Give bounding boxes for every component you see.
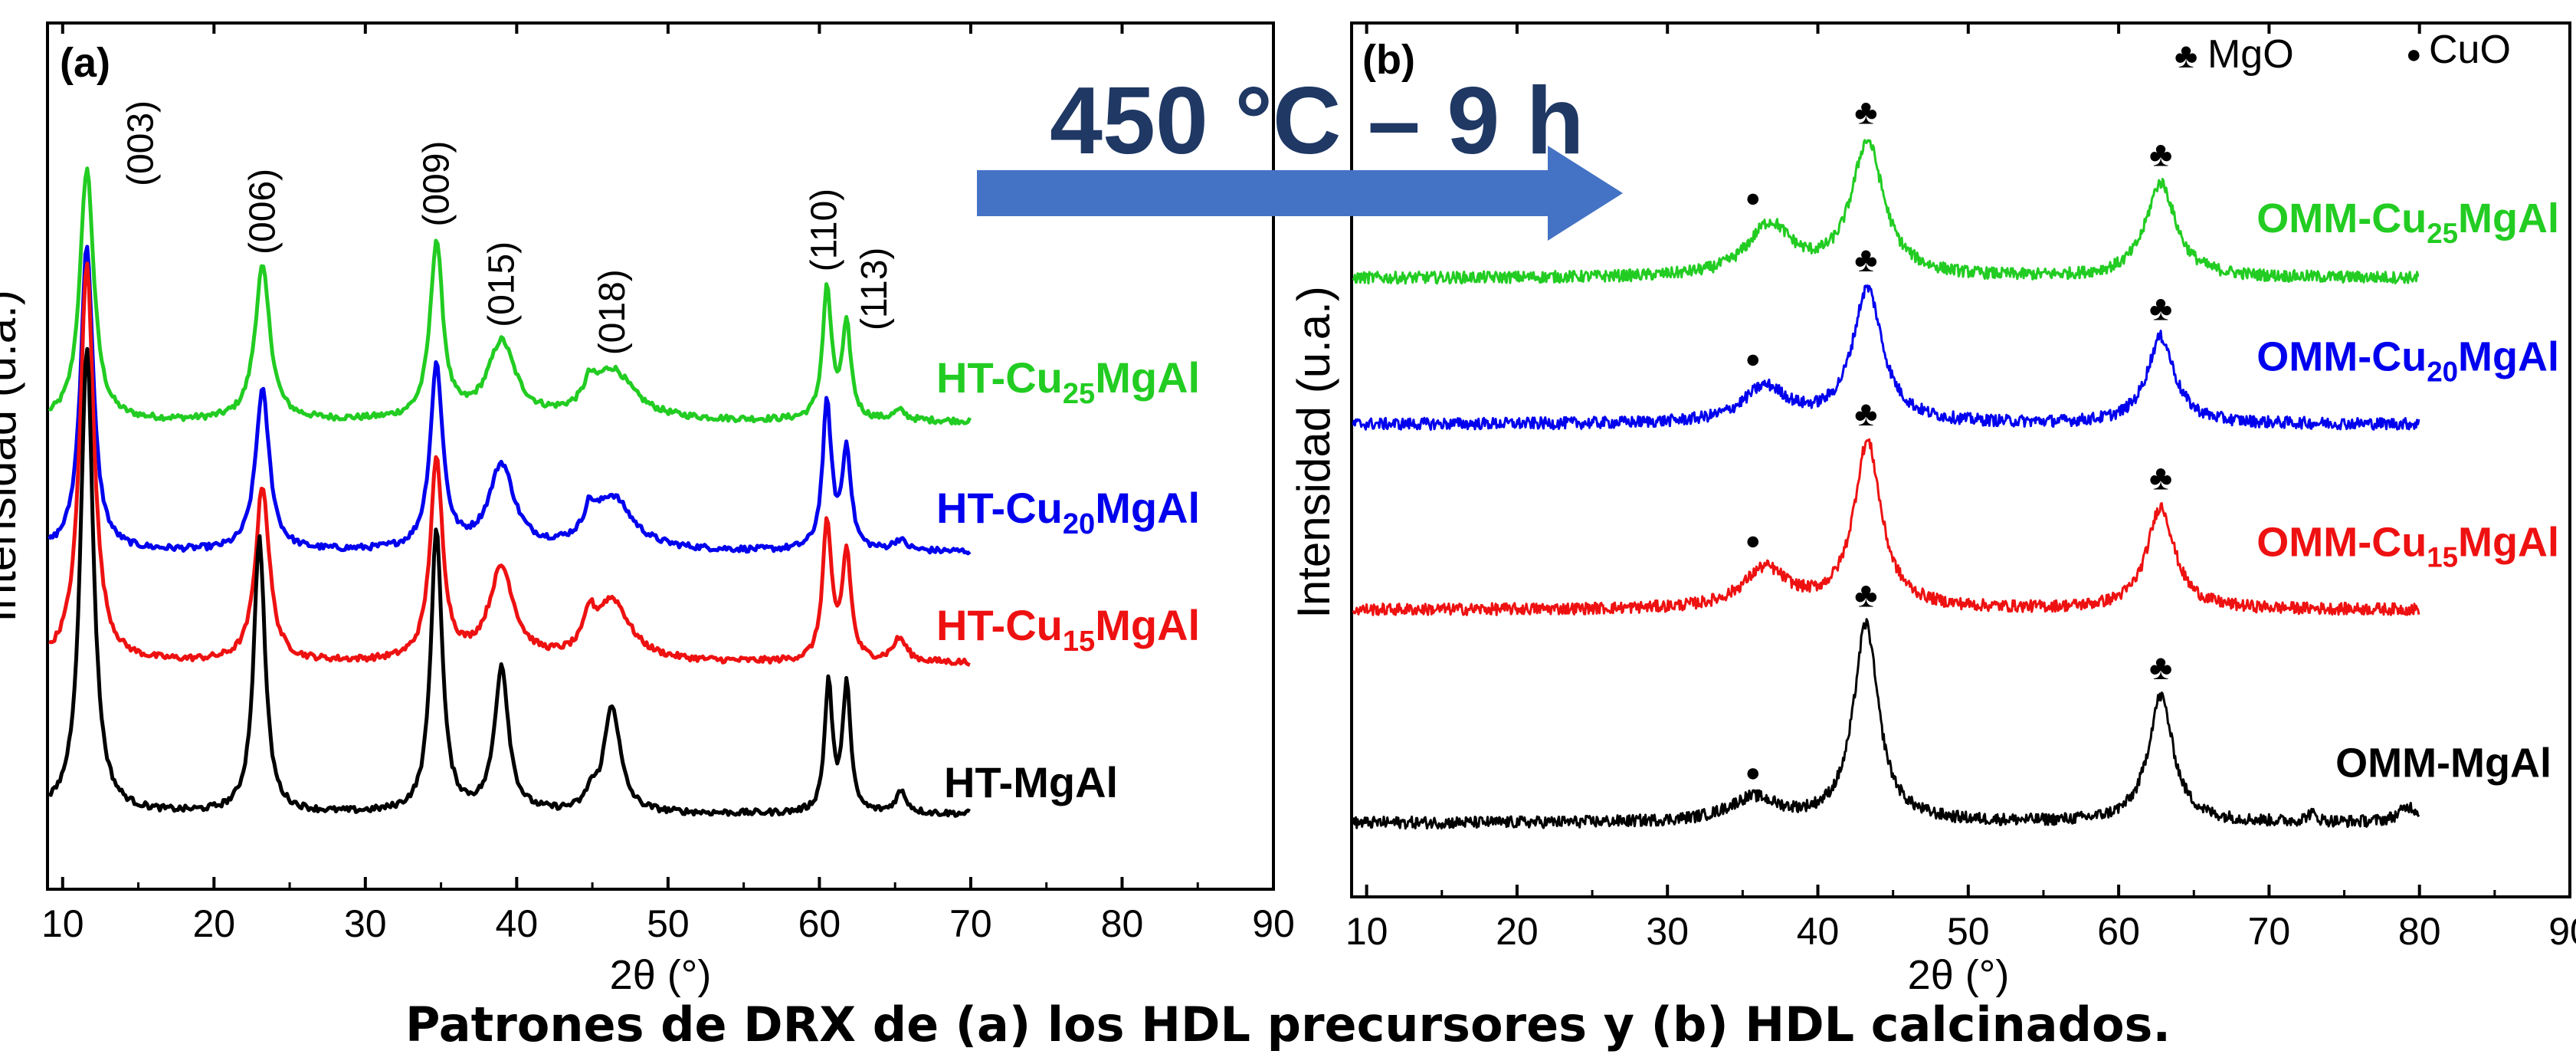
series-line-omm-cu25mgal [1352,139,2420,285]
series-label: HT-Cu15MgAl [936,601,1200,658]
panel-a-series-group [47,166,972,818]
miller-index-label: (006) [242,169,283,255]
panel-b-series-group [1352,139,2420,830]
x-tick-label: 80 [1101,902,1144,945]
mgo-marker: ♣ [1854,239,1877,279]
miller-index-label: (003) [120,100,161,186]
figure-caption: Patrones de DRX de (a) los HDL precursor… [405,997,2171,1053]
series-line-omm-cu15mgal [1352,438,2420,616]
panel-a-y-axis-label: Intensidad (u.a.) [0,290,25,622]
series-label: HT-MgAl [944,758,1118,806]
cuo-marker: ● [1745,183,1762,212]
x-tick-label: 80 [2398,910,2441,953]
x-tick-label: 50 [1947,910,1990,953]
mgo-marker: ♣ [2149,287,2172,327]
mgo-marker: ♣ [2149,458,2172,498]
miller-index-label: (009) [417,141,457,227]
panel-a-x-axis-label: 2θ (°) [610,952,712,998]
x-tick-label: 70 [2248,910,2291,953]
panel-a-label: (a) [60,40,110,86]
series-label: OMM-MgAl [2335,741,2551,787]
panel-b-label: (b) [1362,37,1415,83]
arrow-shape [977,146,1623,241]
panel-b-x-axis-label: 2θ (°) [1908,952,2010,998]
series-line-ht-cu25mgal [48,166,972,425]
x-tick-label: 90 [1252,902,1295,945]
panel-a-series-labels: HT-Cu25MgAl HT-Cu20MgAl HT-Cu15MgAl HT-MgAl [936,353,1200,806]
x-tick-label: 40 [496,902,539,945]
x-tick-label: 60 [2097,910,2140,953]
x-tick-label: 60 [798,902,841,945]
mgo-marker: ♣ [1854,92,1877,132]
series-line-ht-mgal [48,346,971,818]
cuo-marker: ● [1745,526,1762,555]
x-tick-label: 10 [41,902,84,945]
x-tick-label: 70 [949,902,992,945]
panel-a-chart: 10 20 30 40 50 60 70 80 90 (003)(006) (009)(015)(… [0,21,1295,998]
series-line-omm-mgal [1352,618,2420,830]
series-line-ht-cu15mgal [48,261,971,667]
panel-b-x-ticks: 10 20 30 40 50 60 70 80 90 [1345,23,2576,953]
panel-b-phase-markers: ♣ ♣ ● ♣ ♣ ● ♣ ♣ ● ♣ ♣ ● [1745,92,2173,788]
x-tick-label: 40 [1797,910,1840,953]
legend-entry-mgo: ♣ MgO [2175,32,2294,77]
panel-b-series-labels: OMM-Cu25MgAl OMM-Cu20MgAl OMM-Cu15MgAl OMM-… [2256,195,2559,787]
x-tick-label: 50 [647,902,690,945]
panel-b-legend: ♣ MgO ● CuO [2175,28,2511,77]
mgo-marker: ♣ [1854,393,1877,433]
mgo-marker: ♣ [2149,647,2172,687]
panel-a-x-ticks: 10 20 30 40 50 60 70 80 90 [41,23,1295,945]
series-label: OMM-Cu15MgAl [2256,520,2559,573]
series-label: HT-Cu20MgAl [936,484,1200,540]
x-tick-label: 10 [1345,910,1388,953]
series-line-ht-cu20mgal [47,245,972,556]
x-tick-label: 30 [1646,910,1689,953]
series-line-omm-cu20mgal [1352,284,2420,431]
miller-index-label: (110) [804,189,844,272]
miller-index-label: (015) [482,241,523,327]
calcination-arrow: 450 °C – 9 h [977,68,1623,241]
miller-index-label: (018) [592,269,633,355]
x-tick-label: 30 [344,902,387,945]
x-tick-label: 90 [2548,910,2576,953]
panel-b-y-axis-label: Intensidad (u.a.) [1288,286,1339,619]
cuo-marker: ● [1745,345,1762,374]
x-tick-label: 20 [1496,910,1539,953]
mgo-marker: ♣ [1854,575,1877,615]
mgo-marker: ♣ [2149,133,2172,173]
legend-entry-cuo: ● CuO [2406,28,2511,72]
panel-a-frame [46,21,1275,891]
x-tick-label: 20 [192,902,235,945]
cuo-marker: ● [1745,758,1762,787]
panel-a-miller-labels: (003) (006) (009) (015) (018) (110)(113) [120,100,895,355]
series-label: HT-Cu25MgAl [936,353,1200,410]
series-label: OMM-Cu25MgAl [2256,195,2559,249]
series-label: OMM-Cu20MgAl [2256,334,2559,388]
calcination-condition-text: 450 °C – 9 h [1050,68,1585,174]
miller-index-label: (113) [854,248,895,331]
